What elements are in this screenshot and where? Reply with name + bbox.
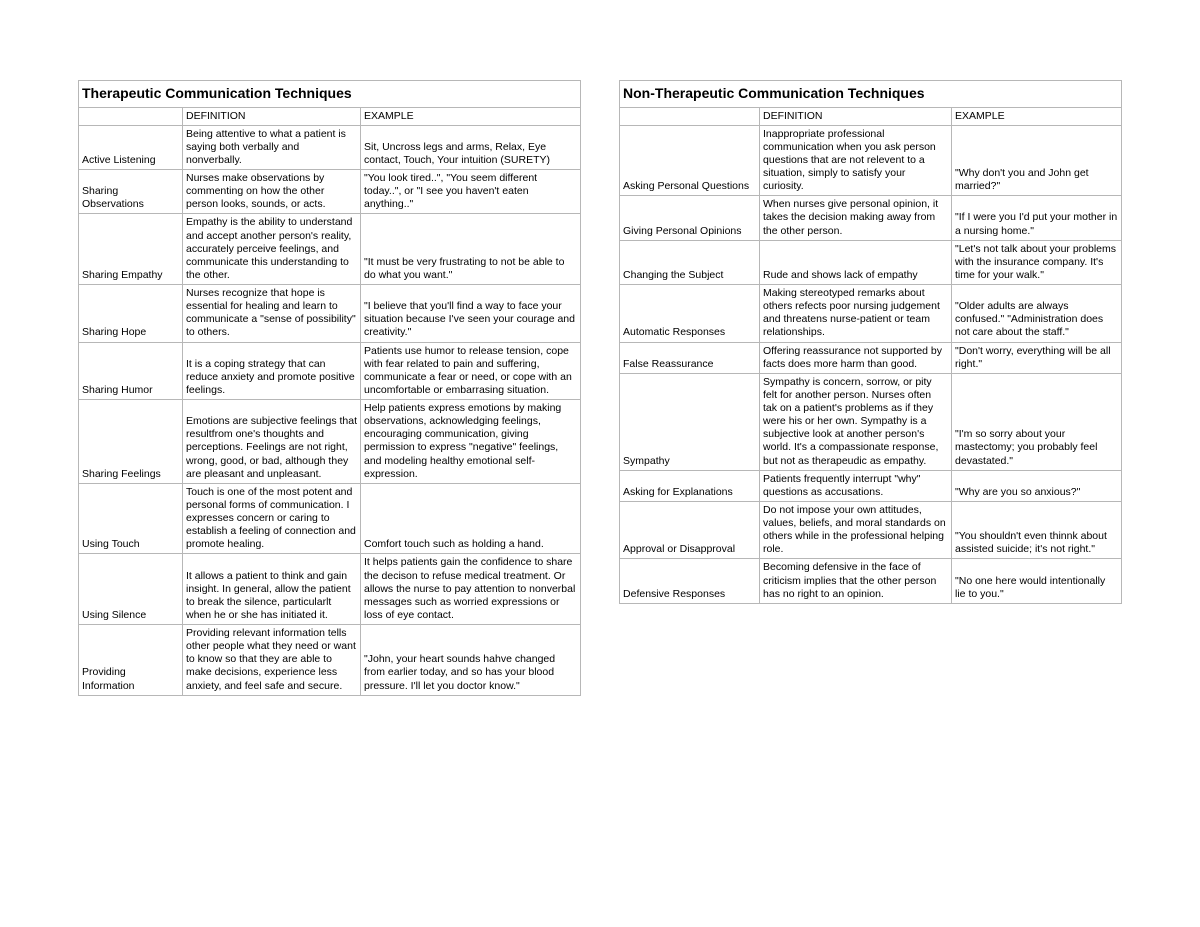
table-row: Providing InformationProviding relevant …	[79, 625, 581, 696]
cell-name: Using Silence	[79, 554, 183, 625]
header-row: DEFINITION EXAMPLE	[620, 107, 1122, 125]
cell-example: "Why don't you and John get married?"	[952, 125, 1122, 196]
header-name	[620, 107, 760, 125]
cell-name: Using Touch	[79, 483, 183, 554]
cell-example: "Why are you so anxious?"	[952, 470, 1122, 501]
table-row: Active ListeningBeing attentive to what …	[79, 125, 581, 169]
table-row: Defensive ResponsesBecoming defensive in…	[620, 559, 1122, 603]
cell-name: Asking Personal Questions	[620, 125, 760, 196]
cell-example: "Let's not talk about your problems with…	[952, 240, 1122, 284]
cell-name: Active Listening	[79, 125, 183, 169]
tables-container: Therapeutic Communication Techniques DEF…	[78, 80, 1122, 696]
table-row: Using TouchTouch is one of the most pote…	[79, 483, 581, 554]
table-row: Using SilenceIt allows a patient to thin…	[79, 554, 581, 625]
header-example: EXAMPLE	[361, 107, 581, 125]
cell-definition: Do not impose your own attitudes, values…	[760, 501, 952, 559]
table-row: Asking Personal QuestionsInappropriate p…	[620, 125, 1122, 196]
header-definition: DEFINITION	[760, 107, 952, 125]
table-row: Asking for ExplanationsPatients frequent…	[620, 470, 1122, 501]
non-therapeutic-table: Non-Therapeutic Communication Techniques…	[619, 80, 1122, 604]
table-row: SympathySympathy is concern, sorrow, or …	[620, 373, 1122, 470]
cell-definition: Nurses recognize that hope is essential …	[183, 285, 361, 343]
cell-definition: Patients frequently interrupt "why" ques…	[760, 470, 952, 501]
cell-example: Patients use humor to release tension, c…	[361, 342, 581, 400]
cell-name: Automatic Responses	[620, 285, 760, 343]
cell-definition: When nurses give personal opinion, it ta…	[760, 196, 952, 240]
cell-definition: Nurses make observations by commenting o…	[183, 170, 361, 214]
cell-name: Sharing Humor	[79, 342, 183, 400]
cell-example: Help patients express emotions by making…	[361, 400, 581, 484]
cell-example: "If I were you I'd put your mother in a …	[952, 196, 1122, 240]
cell-name: Changing the Subject	[620, 240, 760, 284]
table-row: Approval or DisapprovalDo not impose you…	[620, 501, 1122, 559]
title-row: Therapeutic Communication Techniques	[79, 81, 581, 108]
table-title: Therapeutic Communication Techniques	[79, 81, 581, 108]
cell-name: Sharing Empathy	[79, 214, 183, 285]
cell-name: Asking for Explanations	[620, 470, 760, 501]
header-name	[79, 107, 183, 125]
header-example: EXAMPLE	[952, 107, 1122, 125]
cell-example: It helps patients gain the confidence to…	[361, 554, 581, 625]
cell-example: "You look tired..", "You seem different …	[361, 170, 581, 214]
cell-name: Providing Information	[79, 625, 183, 696]
therapeutic-table: Therapeutic Communication Techniques DEF…	[78, 80, 581, 696]
cell-example: "Older adults are always confused." "Adm…	[952, 285, 1122, 343]
cell-definition: Offering reassurance not supported by fa…	[760, 342, 952, 373]
cell-name: Sharing Observations	[79, 170, 183, 214]
cell-example: Comfort touch such as holding a hand.	[361, 483, 581, 554]
cell-definition: Sympathy is concern, sorrow, or pity fel…	[760, 373, 952, 470]
cell-example: "It must be very frustrating to not be a…	[361, 214, 581, 285]
table-row: Sharing FeelingsEmotions are subjective …	[79, 400, 581, 484]
cell-definition: Emotions are subjective feelings that re…	[183, 400, 361, 484]
header-definition: DEFINITION	[183, 107, 361, 125]
cell-definition: Being attentive to what a patient is say…	[183, 125, 361, 169]
cell-name: Sharing Feelings	[79, 400, 183, 484]
cell-definition: Touch is one of the most potent and pers…	[183, 483, 361, 554]
cell-definition: Becoming defensive in the face of critic…	[760, 559, 952, 603]
cell-example: "You shouldn't even thinnk about assiste…	[952, 501, 1122, 559]
cell-example: "No one here would intentionally lie to …	[952, 559, 1122, 603]
table-row: Sharing HopeNurses recognize that hope i…	[79, 285, 581, 343]
cell-definition: Inappropriate professional communication…	[760, 125, 952, 196]
cell-definition: It is a coping strategy that can reduce …	[183, 342, 361, 400]
cell-name: False Reassurance	[620, 342, 760, 373]
cell-definition: Rude and shows lack of empathy	[760, 240, 952, 284]
title-row: Non-Therapeutic Communication Techniques	[620, 81, 1122, 108]
cell-name: Sympathy	[620, 373, 760, 470]
table-row: Sharing ObservationsNurses make observat…	[79, 170, 581, 214]
table-row: Changing the SubjectRude and shows lack …	[620, 240, 1122, 284]
table-row: False ReassuranceOffering reassurance no…	[620, 342, 1122, 373]
cell-name: Giving Personal Opinions	[620, 196, 760, 240]
cell-name: Sharing Hope	[79, 285, 183, 343]
cell-name: Defensive Responses	[620, 559, 760, 603]
table-row: Automatic ResponsesMaking stereotyped re…	[620, 285, 1122, 343]
cell-name: Approval or Disapproval	[620, 501, 760, 559]
page: Therapeutic Communication Techniques DEF…	[0, 0, 1200, 736]
cell-definition: Empathy is the ability to understand and…	[183, 214, 361, 285]
cell-example: "John, your heart sounds hahve changed f…	[361, 625, 581, 696]
cell-definition: It allows a patient to think and gain in…	[183, 554, 361, 625]
cell-example: Sit, Uncross legs and arms, Relax, Eye c…	[361, 125, 581, 169]
table-row: Sharing HumorIt is a coping strategy tha…	[79, 342, 581, 400]
cell-definition: Providing relevant information tells oth…	[183, 625, 361, 696]
cell-definition: Making stereotyped remarks about others …	[760, 285, 952, 343]
cell-example: "I believe that you'll find a way to fac…	[361, 285, 581, 343]
cell-example: "Don't worry, everything will be all rig…	[952, 342, 1122, 373]
header-row: DEFINITION EXAMPLE	[79, 107, 581, 125]
table-title: Non-Therapeutic Communication Techniques	[620, 81, 1122, 108]
cell-example: "I'm so sorry about your mastectomy; you…	[952, 373, 1122, 470]
table-row: Giving Personal OpinionsWhen nurses give…	[620, 196, 1122, 240]
table-row: Sharing EmpathyEmpathy is the ability to…	[79, 214, 581, 285]
